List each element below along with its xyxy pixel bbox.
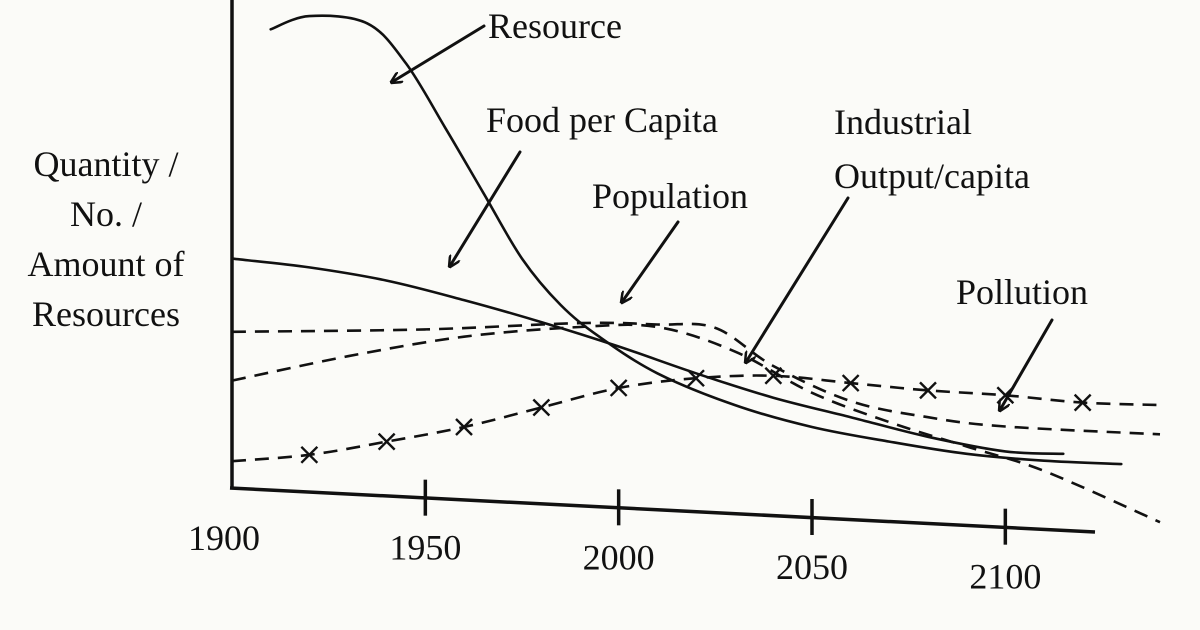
- data-point-pollution-2120: [1073, 393, 1092, 412]
- annotation-resource: Resource: [488, 6, 622, 46]
- annotation-population: Population: [592, 176, 748, 216]
- annotation-industrial-line-2: Output/capita: [834, 156, 1030, 196]
- x-tick-label-2100: 2100: [969, 557, 1041, 597]
- arrow-pollution: [1000, 318, 1054, 410]
- series-line-resource: [269, 14, 1123, 466]
- data-point-pollution-2000: [609, 379, 628, 397]
- x-tick-label-1950: 1950: [389, 528, 461, 568]
- data-point-pollution-1960: [455, 418, 473, 436]
- arrow-food-per-capita: [450, 150, 522, 266]
- data-point-pollution-2080: [919, 381, 937, 400]
- series-group: [230, 14, 1161, 524]
- x-tick-label-2000: 2000: [583, 537, 655, 577]
- arrow-population: [622, 220, 680, 302]
- y-axis-label-line-1: Quantity /: [34, 144, 179, 184]
- arrow-industrial-output: [746, 196, 850, 362]
- series-line-population: [231, 321, 1161, 436]
- annotation-pollution: Pollution: [956, 272, 1088, 312]
- y-axis-label-line-3: Amount of: [28, 244, 185, 284]
- arrow-resource: [392, 24, 486, 82]
- data-point-pollution-1980: [532, 398, 551, 417]
- series-line-food-per-capita: [230, 257, 1065, 456]
- y-axis-label-line-4: Resources: [32, 294, 180, 334]
- annotation-food-per-capita: Food per Capita: [486, 100, 718, 140]
- series-line-industrial-output-capita: [231, 323, 1161, 524]
- x-axis: [229, 486, 1096, 534]
- x-tick-label-2050: 2050: [776, 547, 848, 587]
- x-tick-label-1900: 1900: [188, 518, 260, 558]
- series-line-pollution: [231, 374, 1161, 463]
- data-point-pollution-1920: [300, 445, 319, 464]
- data-point-pollution-2040: [764, 366, 783, 385]
- y-axis-label-line-2: No. /: [70, 194, 142, 234]
- x-axis-ticks: 1900 1950 2000 2050 2100: [188, 479, 1041, 597]
- data-point-pollution-1940: [377, 432, 396, 451]
- data-point-pollution-2020: [687, 369, 705, 388]
- annotation-industrial-line-1: Industrial: [834, 102, 972, 142]
- data-point-pollution-2060: [841, 374, 860, 392]
